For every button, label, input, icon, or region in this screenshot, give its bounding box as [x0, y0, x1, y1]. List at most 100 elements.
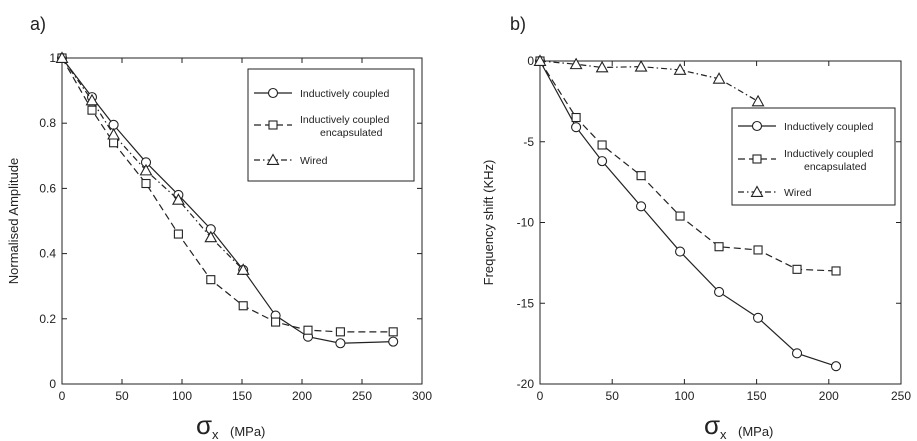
legend-label: Inductively coupled: [300, 114, 389, 126]
series-circle: [534, 55, 842, 372]
data-point-square: [714, 242, 724, 252]
panel-label: b): [510, 14, 526, 34]
x-axis-label-unit: (MPa): [738, 424, 773, 439]
x-tick-label: 250: [352, 389, 372, 403]
data-point-triangle: [85, 93, 99, 106]
chart-panel-b: b) 0 50 100 150 200 250 0 -5 -10 -15 -20 Frequency s…: [481, 14, 911, 441]
data-point-square: [831, 266, 841, 276]
data-point-triangle: [634, 60, 648, 72]
data-point-circle: [830, 361, 842, 372]
data-point-circle: [714, 286, 725, 297]
data-point-square: [571, 112, 581, 123]
data-point-circle: [388, 336, 399, 347]
y-tick-label: 0.8: [39, 116, 56, 130]
x-tick-label: 0: [537, 389, 544, 403]
data-point-triangle: [55, 51, 69, 63]
data-point-triangle: [673, 63, 687, 75]
y-axis-label: Normalised Amplitude: [6, 158, 21, 284]
x-axis-label-symbol: σ: [196, 410, 212, 440]
data-point-square: [303, 325, 313, 335]
x-tick-label: 150: [232, 389, 252, 403]
data-point-triangle: [107, 127, 121, 140]
x-tick-label: 300: [412, 389, 432, 403]
data-point-square: [753, 245, 763, 255]
data-point-triangle: [712, 72, 726, 84]
y-tick-label: 0.2: [39, 312, 56, 326]
legend-label: encapsulated: [320, 127, 383, 139]
y-tick-label: -10: [517, 216, 535, 230]
legend-label: encapsulated: [804, 161, 867, 173]
data-point-square: [238, 301, 248, 311]
legend-label: Wired: [300, 155, 328, 167]
x-axis-label-subscript: x: [720, 427, 727, 441]
x-tick-label: 200: [819, 389, 839, 403]
x-tick-label: 150: [747, 389, 767, 403]
data-point-circle: [675, 246, 686, 257]
legend-marker-circle: [267, 87, 279, 99]
legend-marker-triangle: [750, 185, 764, 197]
data-point-circle: [597, 156, 608, 167]
x-tick-label: 100: [172, 389, 192, 403]
data-point-triangle: [204, 230, 218, 243]
data-point-circle: [571, 122, 582, 133]
x-tick-label: 250: [891, 389, 911, 403]
series-square: [535, 56, 841, 276]
x-axis-label-unit: (MPa): [230, 424, 265, 439]
data-point-triangle: [569, 57, 583, 70]
data-point-triangle: [533, 54, 547, 66]
y-axis-label: Frequency shift (KHz): [481, 160, 496, 286]
data-point-triangle: [171, 193, 185, 205]
data-point-square: [335, 327, 345, 337]
y-tick-label: 0: [49, 377, 56, 391]
data-point-square: [636, 171, 646, 181]
data-point-triangle: [751, 94, 765, 107]
data-point-circle: [752, 312, 764, 323]
series-line: [539, 60, 837, 367]
data-point-triangle: [595, 60, 609, 73]
chart-panel-a: a) 0 50 100 150 200 250 300 0 0.2 0.4 0.6 0.8 1 Normal…: [6, 14, 432, 441]
panel-label: a): [30, 14, 46, 34]
x-tick-label: 100: [674, 389, 694, 403]
data-point-triangle: [236, 263, 250, 275]
data-point-circle: [335, 338, 346, 349]
data-point-square: [388, 327, 398, 337]
x-axis-label-symbol: σ: [704, 410, 720, 440]
legend-marker-square: [752, 154, 762, 164]
x-tick-label: 50: [115, 389, 129, 403]
y-tick-label: 0: [527, 54, 534, 68]
series-triangle: [55, 51, 250, 275]
y-tick-label: 1: [49, 51, 56, 65]
legend-marker-square: [268, 120, 278, 130]
legend-label: Inductively coupled: [784, 148, 873, 160]
data-point-square: [792, 264, 802, 274]
data-point-square: [141, 178, 151, 189]
y-tick-label: 0.6: [39, 181, 56, 195]
data-point-square: [109, 138, 119, 148]
legend-label: Inductively coupled: [300, 88, 389, 100]
data-point-square: [675, 211, 685, 221]
data-point-square: [597, 140, 607, 150]
x-axis-label-subscript: x: [212, 427, 219, 441]
y-tick-label: -15: [517, 296, 535, 310]
data-point-triangle: [139, 163, 153, 176]
x-tick-label: 200: [292, 389, 312, 403]
series-triangle: [533, 54, 765, 107]
y-tick-label: -20: [517, 377, 535, 391]
legend-label: Wired: [784, 187, 812, 199]
legend-marker-triangle: [266, 153, 280, 165]
data-point-circle: [791, 348, 803, 359]
y-tick-label: 0.4: [39, 247, 56, 261]
x-tick-label: 0: [59, 389, 66, 403]
x-tick-label: 50: [606, 389, 620, 403]
y-tick-label: -5: [523, 135, 534, 149]
data-point-circle: [636, 201, 647, 212]
legend-label: Inductively coupled: [784, 121, 873, 133]
data-point-square: [206, 275, 216, 285]
data-point-square: [87, 105, 97, 115]
series-square: [57, 53, 398, 337]
data-point-square: [271, 317, 281, 327]
series-line: [61, 57, 244, 271]
